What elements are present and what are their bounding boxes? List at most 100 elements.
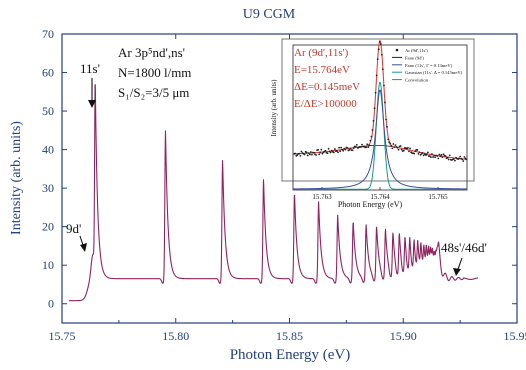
main-xtick-label: 15.75 — [49, 329, 76, 343]
inset-data-point — [365, 146, 368, 149]
inset-legend-label: Fano (9d') — [405, 55, 424, 60]
inset-data-point — [465, 158, 468, 161]
inset-data-point — [392, 143, 395, 145]
inset-data-point — [448, 154, 451, 157]
inset-data-point — [422, 154, 425, 157]
inset-legend-label: Ar (9d',11s') — [405, 48, 428, 54]
inset-data-point — [418, 151, 421, 154]
inset-info-1: Ar (9d',11s') — [294, 47, 349, 59]
inset-data-point — [441, 156, 444, 159]
inset-data-point — [454, 159, 456, 162]
inset-chart: 15.763 15.764 15.765 Intensity (arb. units… — [270, 38, 475, 209]
inset-data-point — [436, 155, 439, 157]
chart-title: U9 CGM — [243, 7, 296, 22]
annotation-9d: 9d' — [66, 221, 81, 236]
inset-data-point — [327, 147, 330, 150]
inset-data-point — [459, 155, 462, 158]
inset-data-point — [300, 150, 303, 153]
inset-data-point — [326, 152, 329, 155]
inset-xtick-label: 15.765 — [428, 193, 448, 201]
inset-data-point — [416, 149, 419, 151]
main-info-block: Ar 3p⁵nd',ns' N=1800 l/mm S₁/S₂=3/5 μm — [118, 45, 191, 100]
inset-info-2: E=15.764eV — [294, 64, 350, 76]
inset-data-point — [339, 150, 341, 153]
inset-data-point — [402, 149, 405, 152]
main-xtick-label: 15.80 — [162, 329, 189, 343]
inset-data-point — [387, 138, 390, 141]
main-xtick-label: 15.95 — [504, 329, 526, 343]
inset-data-point — [417, 153, 420, 155]
inset-data-point — [313, 151, 315, 154]
inset-series — [292, 39, 468, 190]
inset-data-point — [407, 146, 409, 149]
inset-data-point — [311, 153, 313, 156]
inset-data-point — [368, 144, 371, 147]
inset-data-point — [315, 154, 317, 156]
main-ytick-label: 50 — [42, 104, 54, 118]
main-series — [68, 84, 479, 302]
inset-data-point — [340, 146, 343, 149]
inset-xtick-label: 15.764 — [370, 193, 390, 201]
inset-data-point — [344, 148, 347, 151]
inset-data-point — [431, 153, 433, 155]
inset-data-point — [385, 118, 387, 121]
inset-legend: Ar (9d',11s')Fano (9d') Fano (11s', Γ = 0… — [392, 48, 463, 83]
main-xtick-label: 15.85 — [276, 329, 303, 343]
inset-info-3: ΔE=0.145meV — [294, 81, 360, 93]
inset-data-point — [332, 151, 335, 154]
inset-data-point — [303, 153, 306, 156]
inset-info-4: E/ΔE>100000 — [294, 98, 357, 110]
inset-data-point — [400, 148, 403, 151]
inset-data-point — [378, 40, 381, 43]
inset-data-point — [437, 157, 440, 160]
main-ytick-label: 20 — [42, 220, 54, 234]
inset-data-point — [440, 154, 443, 156]
inset-data-point — [360, 146, 362, 148]
inset-legend-label: Fano (11s', Γ = 0.13meV) — [405, 63, 453, 69]
inset-data-point — [438, 153, 441, 156]
spectrum-line — [68, 84, 479, 302]
inset-data-point — [458, 157, 461, 160]
info-line-1: Ar 3p⁵nd',ns' — [118, 45, 185, 60]
inset-data-point — [444, 155, 447, 158]
inset-data-point — [391, 147, 394, 150]
inset-data-point — [354, 145, 357, 148]
inset-data-point — [380, 53, 383, 56]
inset-xlabel: Photon Energy (eV) — [338, 200, 403, 209]
inset-data-point — [430, 156, 432, 159]
main-ytick-label: 40 — [42, 143, 54, 157]
inset-data-point — [446, 156, 449, 159]
inset-data-point — [305, 151, 308, 154]
inset-data-point — [336, 150, 338, 152]
inset-data-point — [346, 146, 349, 149]
inset-data-point — [308, 153, 311, 156]
inset-data-point — [320, 148, 323, 151]
inset-gaussian-line — [293, 81, 467, 190]
annotation-9d-arrowhead — [80, 243, 87, 252]
inset-data-point — [432, 156, 434, 158]
inset-data-point — [371, 129, 374, 131]
inset-data-point — [307, 152, 310, 155]
inset-data-point — [355, 143, 358, 146]
inset-data-point — [373, 107, 376, 110]
annotation-11s: 11s' — [80, 61, 100, 76]
inset-legend-label: Gaussian (11s', Δ = 0.145meV) — [405, 70, 463, 76]
main-ytick-label: 30 — [42, 181, 54, 195]
inset-data-point — [447, 158, 450, 161]
inset-data-point — [442, 153, 445, 156]
inset-data-point — [421, 152, 424, 154]
inset-data-point — [318, 153, 321, 156]
inset-data-point — [370, 135, 373, 138]
inset-data-point — [369, 139, 372, 142]
inset-data-point — [376, 58, 379, 61]
inset-data-point — [462, 160, 465, 162]
annotation-48s-arrowhead — [453, 268, 461, 276]
inset-legend-dot — [395, 48, 399, 52]
inset-data-point — [382, 68, 384, 71]
inset-data-point — [348, 148, 351, 151]
inset-data-point — [413, 152, 416, 155]
inset-data-point — [329, 151, 332, 154]
inset-legend-label: Convolution — [405, 78, 429, 83]
